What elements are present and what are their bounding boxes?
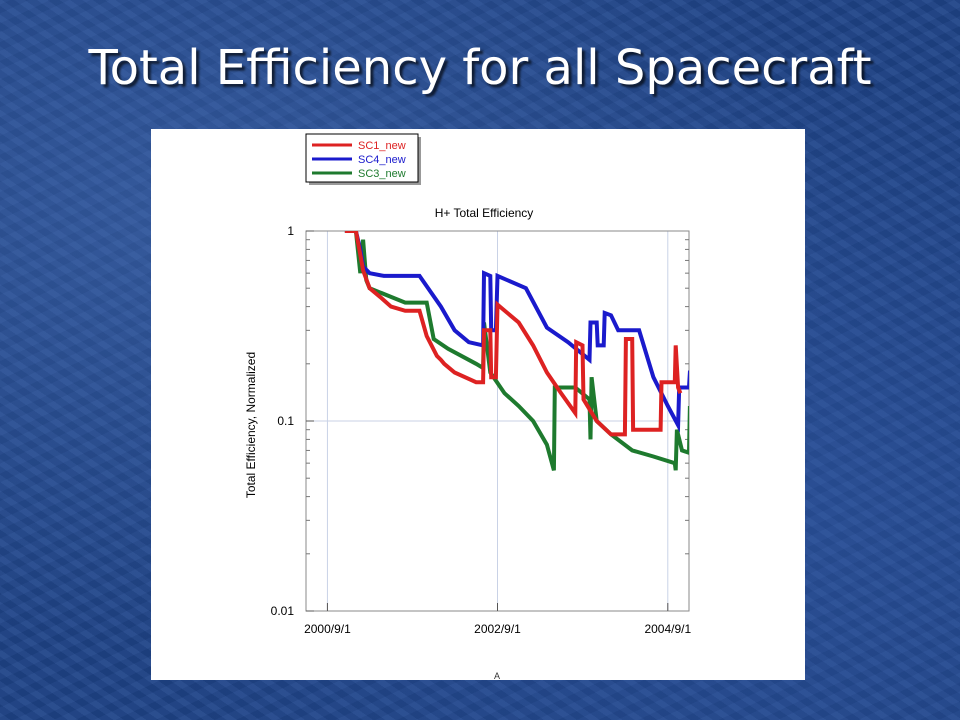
legend-label: SC4_new: [358, 154, 406, 166]
footer-mark: A: [494, 671, 500, 680]
efficiency-chart: H+ Total Efficiency Total Efficiency, No…: [244, 133, 691, 680]
x-tick-label: 2004/9/1: [644, 622, 691, 636]
x-tick-label: 2000/9/1: [304, 622, 351, 636]
legend-label: SC1_new: [358, 140, 406, 152]
y-tick-label: 0.01: [271, 604, 295, 618]
y-tick-label: 0.1: [277, 414, 294, 428]
series-line-sc3-new: [344, 231, 689, 471]
series-line-sc4-new: [344, 231, 689, 433]
series-line-sc1-new: [344, 231, 683, 437]
chart-title: H+ Total Efficiency: [435, 206, 534, 220]
x-tick-label: 2002/9/1: [474, 622, 521, 636]
chart-panel: H+ Total Efficiency Total Efficiency, No…: [151, 129, 805, 680]
slide-title: Total Efficiency for all Spacecraft: [88, 40, 872, 96]
y-axis-label: Total Efficiency, Normalized: [244, 352, 258, 498]
y-tick-label: 1: [287, 224, 294, 238]
legend-label: SC3_new: [358, 168, 406, 180]
